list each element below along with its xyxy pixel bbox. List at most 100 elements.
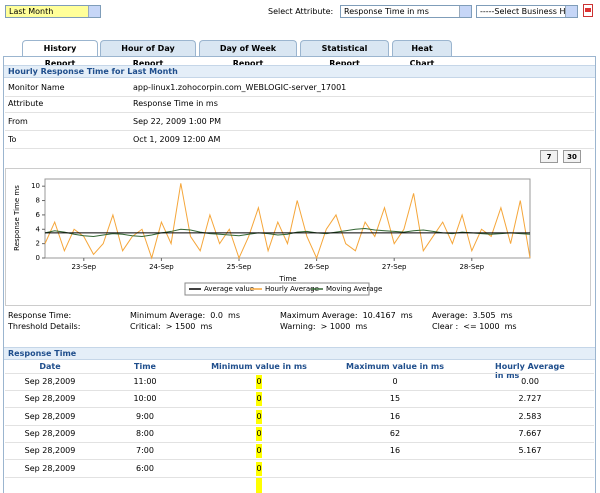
separator	[5, 373, 594, 374]
highlight	[256, 426, 262, 441]
y-tick-label: 6	[36, 211, 41, 219]
cell: 0	[392, 377, 398, 386]
tab[interactable]: Heat Chart	[392, 40, 452, 68]
legend-box	[184, 282, 370, 296]
separator	[5, 130, 594, 131]
pdf-icon[interactable]	[583, 4, 593, 17]
separator	[5, 112, 594, 113]
chart: Response Time ms Time 0 2 4 6 8 10 23-Sep 24-Se…	[5, 168, 591, 306]
cell: Sep 28,2009	[24, 394, 76, 404]
cell: 16	[389, 411, 401, 421]
x-tick-label: 25-Sep	[227, 263, 252, 271]
x-tick-label: 28-Sep	[459, 263, 484, 271]
column-header: Hourly Average in ms	[495, 362, 565, 380]
cell: 2.583	[518, 411, 542, 421]
stat-text: Threshold Details:	[8, 322, 81, 331]
stat-text: Clear : <= 1000 ms	[432, 322, 517, 331]
attribute-select[interactable]: Response Time in ms	[340, 5, 472, 18]
cell: 62	[389, 428, 401, 438]
stat-text: Critical: > 1500 ms	[130, 322, 213, 331]
section-header: Hourly Response Time for Last Month	[4, 65, 595, 78]
cell: Sep 28,2009	[24, 463, 76, 473]
highlight	[256, 478, 262, 493]
cell: 0	[256, 446, 262, 456]
separator	[5, 96, 594, 97]
row-label: From	[8, 117, 28, 126]
separator	[5, 407, 594, 409]
attribute-label: Select Attribute:	[268, 7, 334, 16]
section-header: Response Time	[4, 347, 595, 360]
series-line	[44, 228, 531, 237]
stat-text: Maximum Average: 10.4167 ms	[280, 311, 413, 320]
column-header: Time	[134, 362, 156, 371]
x-tick-label: 27-Sep	[382, 263, 407, 271]
highlight	[256, 444, 262, 459]
row-label: To	[8, 135, 17, 144]
cell: 6:00	[136, 463, 154, 473]
cell: 0	[256, 377, 262, 386]
separator	[5, 441, 594, 443]
range-button[interactable]: 30	[563, 150, 581, 163]
tab[interactable]: Day of Week Report	[199, 40, 297, 68]
separator	[5, 424, 594, 426]
row-label: Attribute	[8, 99, 44, 108]
legend-label: Moving Average	[326, 285, 382, 293]
y-axis-title: Response Time ms	[13, 185, 21, 251]
cell: 2.727	[518, 394, 542, 404]
y-tick-label: 4	[36, 225, 41, 233]
cell: 0	[256, 428, 262, 438]
row-value: Sep 22, 2009 1:00 PM	[133, 117, 222, 126]
cell: Sep 28,2009	[24, 446, 76, 456]
separator	[5, 476, 594, 478]
stat-text: Average: 3.505 ms	[432, 311, 513, 320]
row-label: Monitor Name	[8, 83, 65, 92]
cell: Sep 28,2009	[24, 428, 76, 438]
cell: Sep 28,2009	[24, 377, 76, 386]
cell: 5.167	[518, 446, 542, 456]
row-value: Oct 1, 2009 12:00 AM	[133, 135, 221, 144]
cell: 16	[389, 446, 401, 456]
tab[interactable]: Statistical Report	[300, 40, 389, 68]
highlight	[256, 375, 262, 389]
highlight	[256, 409, 262, 424]
row-value: Response Time in ms	[133, 99, 218, 108]
report-panel	[3, 56, 596, 493]
cell: 9:00	[136, 411, 154, 421]
tab[interactable]: Hour of Day Report	[100, 40, 196, 68]
legend-label: Hourly Average	[265, 285, 319, 293]
highlight	[256, 392, 262, 407]
y-tick-label: 10	[31, 182, 40, 190]
separator	[5, 459, 594, 461]
cell: Sep 28,2009	[24, 411, 76, 421]
plot-area	[44, 178, 531, 259]
y-tick-label: 0	[36, 254, 40, 262]
business-hours-select[interactable]: -----Select Business Ho	[476, 5, 578, 18]
separator	[5, 148, 594, 149]
highlight	[256, 461, 262, 476]
y-tick-label: 2	[36, 240, 40, 248]
column-header: Maximum value in ms	[346, 362, 444, 371]
cell: 11:00	[133, 377, 157, 386]
range-button[interactable]: 7	[540, 150, 558, 163]
cell: 8:00	[136, 428, 154, 438]
stat-text: Minimum Average: 0.0 ms	[130, 311, 241, 320]
period-select[interactable]: Last Month	[5, 5, 101, 18]
cell: 0.00	[521, 377, 539, 386]
series-line	[44, 183, 531, 260]
x-tick-label: 26-Sep	[304, 263, 329, 271]
column-header: Date	[39, 362, 61, 371]
tab[interactable]: History Report	[22, 40, 98, 68]
cell: 0	[256, 463, 262, 473]
separator	[5, 390, 594, 391]
cell: 7:00	[136, 446, 154, 456]
attribute-value: Response Time in ms	[344, 7, 429, 16]
cell: 15	[389, 394, 401, 404]
x-tick-label: 23-Sep	[71, 263, 96, 271]
x-tick-label: 24-Sep	[149, 263, 174, 271]
cell: 7.667	[518, 428, 542, 438]
legend-label: Average value	[204, 285, 254, 293]
cell: 0	[256, 394, 262, 404]
row-value: app-linux1.zohocorpin.com_WEBLOGIC-serve…	[133, 83, 347, 92]
period-value: Last Month	[9, 7, 54, 16]
